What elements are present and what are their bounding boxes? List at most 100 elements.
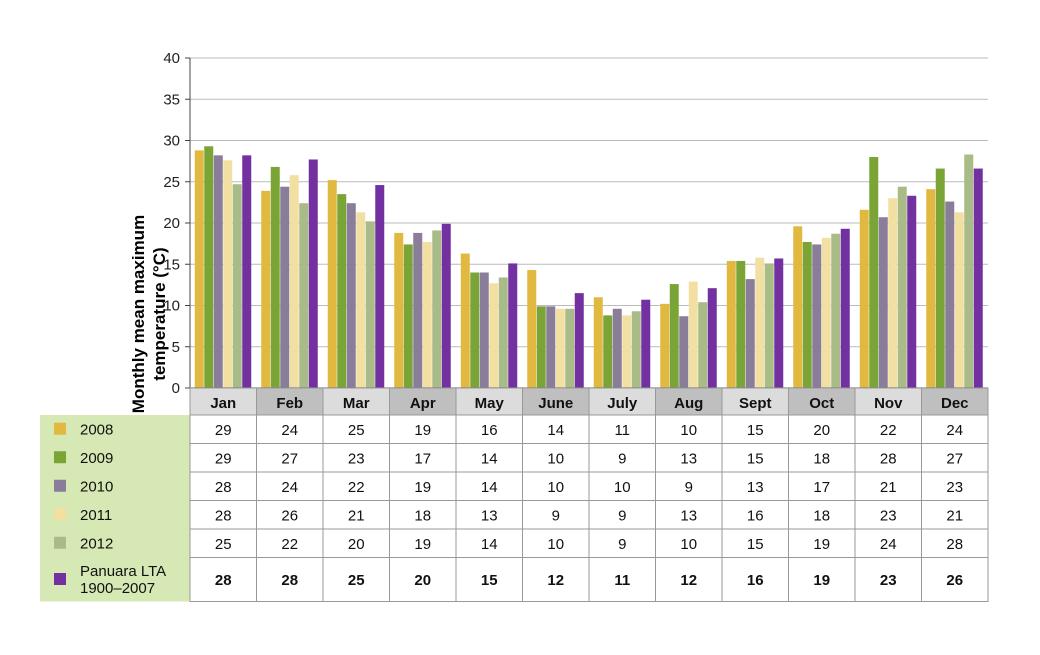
- table-cell: [854, 500, 922, 530]
- y-axis-label-line-2: temperature (°C): [150, 247, 169, 381]
- table-cell: [655, 500, 723, 530]
- table-cell: [522, 414, 590, 444]
- table-cell: [522, 443, 590, 473]
- bar-panuara: [508, 263, 518, 388]
- table-value: 27: [946, 450, 963, 467]
- table-value: 23: [880, 507, 897, 524]
- bar-2011: [356, 212, 366, 388]
- table-cell: [389, 528, 457, 558]
- bar-2009: [869, 157, 879, 388]
- table-cell: [522, 557, 590, 602]
- y-axis-label: Monthly mean maximum temperature (°C): [128, 214, 172, 414]
- bar-2009: [669, 284, 679, 388]
- table-value: 29: [215, 422, 232, 439]
- table-value: 17: [414, 450, 431, 467]
- legend-label: 2011: [80, 507, 112, 524]
- y-tick-label: 10: [163, 298, 180, 315]
- bar-2008: [593, 297, 603, 388]
- legend-label: 2009: [80, 450, 113, 467]
- bar-panuara: [774, 258, 784, 388]
- bar-2010: [546, 306, 556, 388]
- bar-2008: [394, 232, 404, 388]
- table-value: 14: [547, 422, 564, 439]
- table-cell: [455, 500, 523, 530]
- table-cell: [588, 443, 656, 473]
- bar-2011: [888, 198, 898, 388]
- table-value: 19: [414, 536, 431, 553]
- table-cell: [389, 414, 457, 444]
- table-value: 20: [348, 536, 365, 553]
- table-value: 15: [747, 450, 764, 467]
- bar-2009: [536, 306, 546, 388]
- category-label: Feb: [276, 395, 303, 412]
- bar-2009: [270, 166, 280, 388]
- table-cell: [788, 500, 856, 530]
- bar-2009: [935, 168, 945, 388]
- table-cell: [455, 414, 523, 444]
- table-value: 29: [215, 450, 232, 467]
- table-value: 15: [481, 572, 498, 589]
- table-value: 23: [946, 479, 963, 496]
- table-cell: [921, 414, 989, 444]
- bar-2010: [413, 232, 423, 388]
- bar-2010: [213, 155, 223, 388]
- bar-2012: [565, 308, 575, 388]
- legend-swatch: [54, 508, 66, 521]
- category-label: Oct: [809, 395, 834, 412]
- table-value: 25: [348, 422, 365, 439]
- category-label: Apr: [410, 395, 436, 412]
- table-value: 16: [747, 572, 764, 589]
- table-value: 10: [614, 479, 631, 496]
- table-cell: [921, 500, 989, 530]
- bar-2008: [859, 209, 869, 388]
- y-tick-label: 40: [163, 50, 180, 67]
- table-value: 24: [880, 536, 897, 553]
- table-value: 18: [414, 507, 431, 524]
- table-cell: [721, 528, 789, 558]
- legend-label: Panuara LTA: [80, 563, 166, 580]
- table-value: 26: [281, 507, 298, 524]
- table-cell: [854, 528, 922, 558]
- category-header-cell: [322, 387, 390, 416]
- category-header-cell: [655, 387, 723, 416]
- bar-2008: [660, 303, 670, 388]
- bar-2011: [422, 241, 432, 388]
- legend-label: 2012: [80, 535, 113, 552]
- category-label: May: [475, 395, 505, 412]
- table-cell: [322, 443, 390, 473]
- table-value: 19: [414, 422, 431, 439]
- table-cell: [455, 528, 523, 558]
- table-value: 10: [547, 479, 564, 496]
- table-cell: [655, 528, 723, 558]
- table-cell: [588, 414, 656, 444]
- table-value: 9: [618, 507, 626, 524]
- table-value: 14: [481, 479, 498, 496]
- table-value: 14: [481, 450, 498, 467]
- bar-2011: [954, 212, 964, 388]
- table-cell: [256, 471, 324, 501]
- bar-2011: [688, 281, 698, 388]
- table-value: 24: [281, 479, 298, 496]
- legend-swatch: [54, 451, 66, 464]
- bar-2012: [299, 203, 309, 388]
- bar-panuara: [375, 185, 385, 388]
- bar-2008: [327, 180, 337, 388]
- table-value: 14: [481, 536, 498, 553]
- bar-panuara: [707, 288, 717, 388]
- bar-2011: [555, 308, 565, 388]
- table-cell: [588, 557, 656, 602]
- table-value: 22: [281, 536, 298, 553]
- table-value: 11: [614, 572, 630, 589]
- bar-2012: [698, 302, 708, 388]
- table-cell: [854, 443, 922, 473]
- category-label: Aug: [674, 395, 703, 412]
- table-value: 13: [747, 479, 764, 496]
- table-cell: [455, 471, 523, 501]
- table-cell: [455, 443, 523, 473]
- table-cell: [256, 557, 324, 602]
- bar-2012: [631, 311, 641, 388]
- table-cell: [256, 500, 324, 530]
- bar-panuara: [641, 299, 651, 388]
- bar-2011: [755, 257, 765, 388]
